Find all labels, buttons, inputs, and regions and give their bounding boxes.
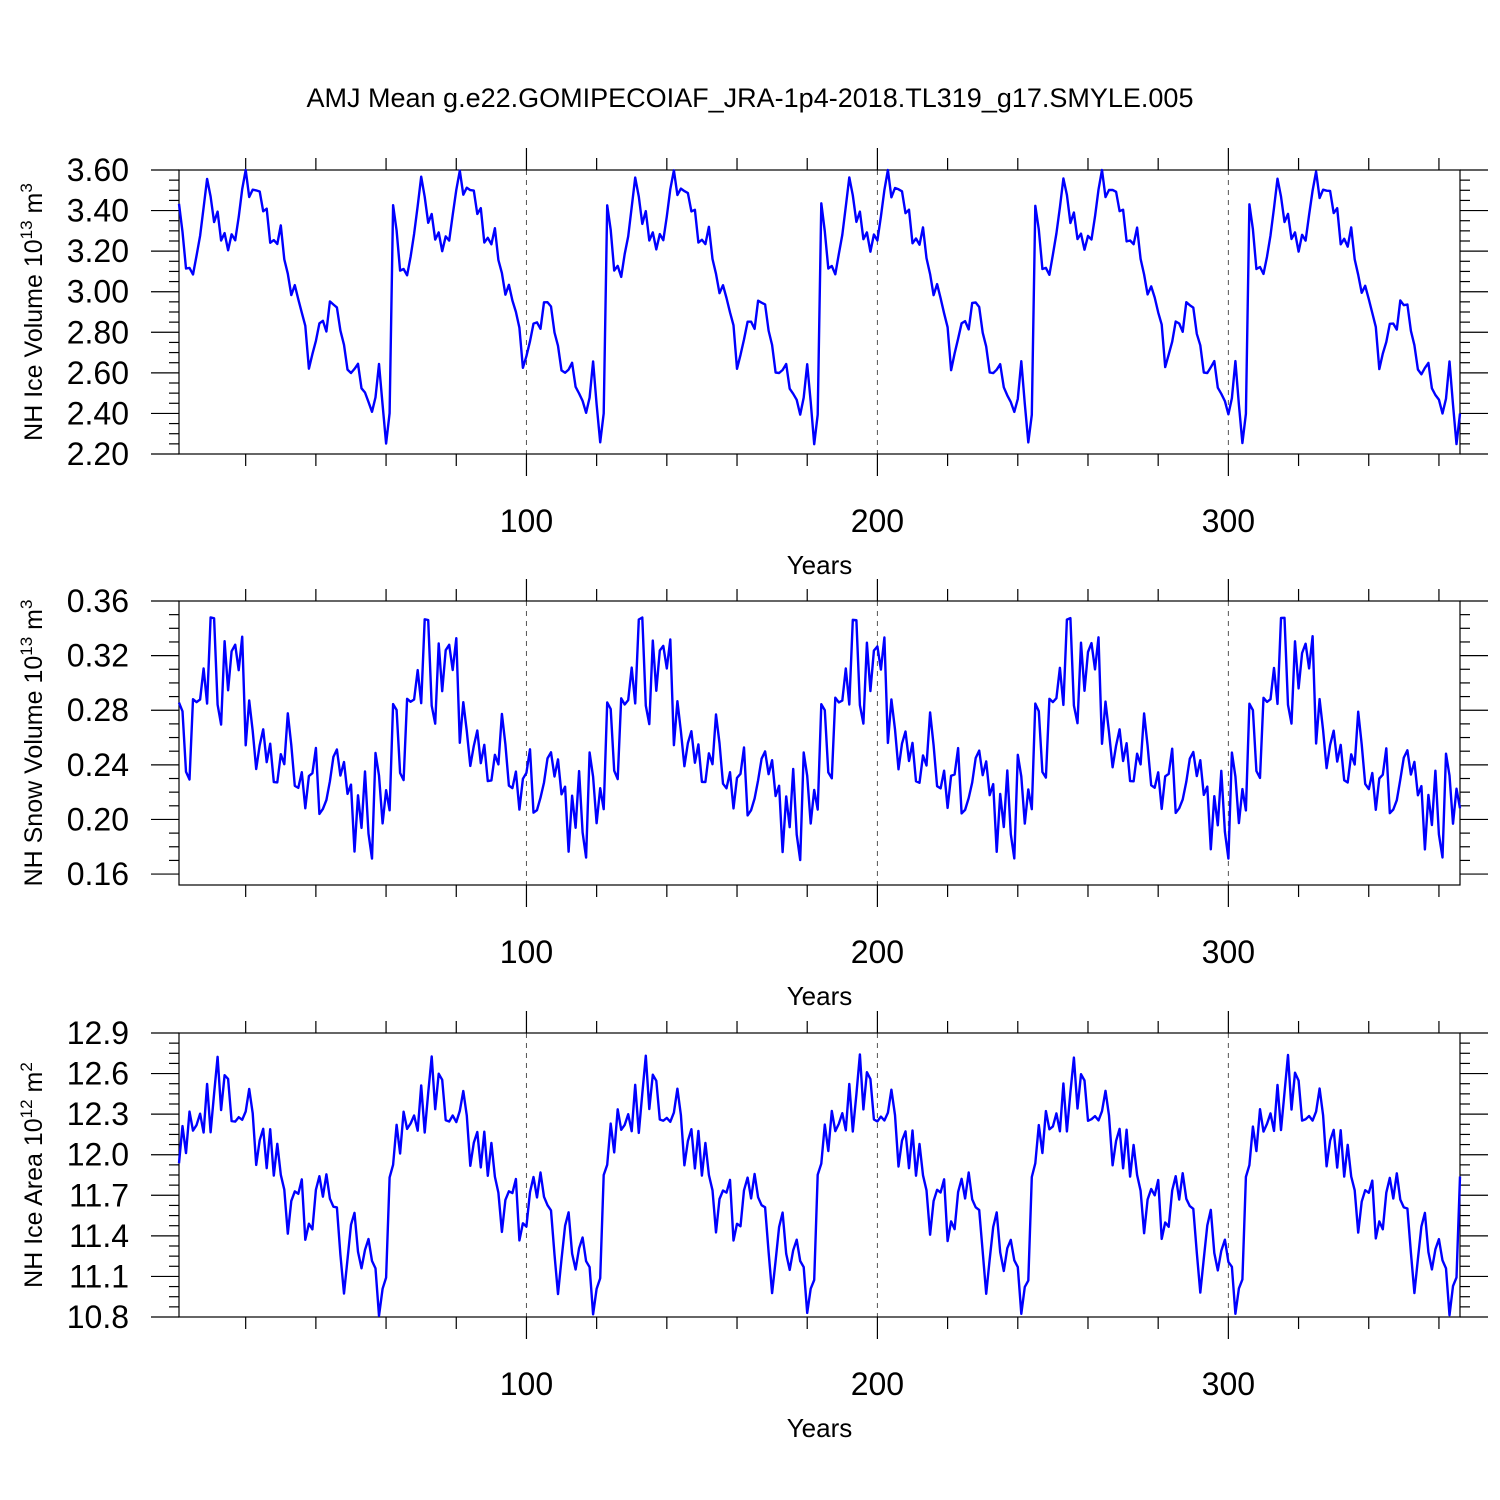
- y-tick-label: 11.7: [69, 1177, 129, 1213]
- x-tick-label: 100: [500, 934, 553, 970]
- y-tick-label: 0.20: [67, 801, 129, 837]
- series-line: [177, 616, 1462, 862]
- y-tick-label: 2.60: [67, 355, 129, 391]
- panel-ice-area: 100 200 300 Years 10.8 11.1 11.4 11.7 12.0 12.3 12…: [17, 1011, 1488, 1443]
- panel-snow-volume: 100 200 300 Years 0.16 0.20 0.24 0.28 0.32 0.36 NH…: [17, 579, 1488, 1011]
- y-tick-label: 12.6: [67, 1056, 129, 1092]
- y-axis-label-unit-exponent: 3: [17, 600, 36, 609]
- y-axis-label: NH Ice Area 1012 m2: [17, 1062, 48, 1288]
- x-tick-label: 300: [1202, 1366, 1255, 1402]
- x-tick-label: 300: [1202, 503, 1255, 539]
- y-tick-label: 10.8: [67, 1299, 129, 1335]
- y-axis-label-main: NH Snow Volume 10: [20, 656, 48, 887]
- y-tick-label: 3.60: [67, 152, 129, 188]
- y-tick-label: 12.3: [67, 1096, 129, 1132]
- panel-ice-volume: 100 200 300 Years 2.20 2.40 2.60 2.80 3.00 3.20 3.…: [17, 148, 1488, 580]
- y-axis-label-unit: m: [20, 1072, 48, 1100]
- y-axis-label-unit-exponent: 2: [17, 1062, 36, 1071]
- x-axis-label: Years: [787, 1413, 853, 1443]
- y-tick-label: 0.28: [67, 692, 129, 728]
- x-axis-label: Years: [787, 981, 853, 1011]
- y-tick-label: 11.1: [69, 1258, 129, 1294]
- y-axis-label-main: NH Ice Area 10: [20, 1118, 48, 1288]
- y-tick-label: 0.36: [67, 583, 129, 619]
- plot-frame: [178, 600, 1461, 886]
- y-tick-label: 3.20: [67, 233, 129, 269]
- x-tick-label: 100: [500, 503, 553, 539]
- y-tick-label: 0.32: [67, 638, 129, 674]
- x-tick-label: 100: [500, 1366, 553, 1402]
- y-tick-label: 0.24: [67, 747, 129, 783]
- y-tick-label: 2.20: [67, 436, 129, 472]
- x-tick-label: 200: [851, 934, 904, 970]
- y-axis-label: NH Snow Volume 1013 m3: [17, 600, 48, 887]
- y-axis-label-unit: m: [20, 193, 48, 221]
- y-tick-label: 11.4: [69, 1218, 129, 1254]
- y-axis-label-exponent: 13: [17, 220, 36, 239]
- y-axis-label: NH Ice Volume 1013 m3: [17, 183, 48, 441]
- y-tick-label: 12.9: [67, 1015, 129, 1051]
- series-line: [177, 1053, 1462, 1318]
- y-axis-label-unit-exponent: 3: [17, 183, 36, 192]
- y-axis-label-main: NH Ice Volume 10: [20, 239, 48, 441]
- series-line: [177, 168, 1462, 446]
- x-tick-label: 200: [851, 1366, 904, 1402]
- y-tick-label: 0.16: [67, 856, 129, 892]
- y-axis-label-exponent: 12: [17, 1099, 36, 1118]
- figure-title: AMJ Mean g.e22.GOMIPECOIAF_JRA-1p4-2018.…: [307, 83, 1194, 113]
- x-tick-label: 300: [1202, 934, 1255, 970]
- x-tick-label: 200: [851, 503, 904, 539]
- plot-frame: [178, 1032, 1461, 1318]
- y-tick-label: 3.00: [67, 274, 129, 310]
- y-tick-label: 2.40: [67, 395, 129, 431]
- y-tick-label: 12.0: [67, 1137, 129, 1173]
- y-tick-label: 3.40: [67, 193, 129, 229]
- y-axis-label-exponent: 13: [17, 637, 36, 656]
- x-axis-label: Years: [787, 550, 853, 580]
- y-tick-label: 2.80: [67, 314, 129, 350]
- y-axis-label-unit: m: [20, 609, 48, 637]
